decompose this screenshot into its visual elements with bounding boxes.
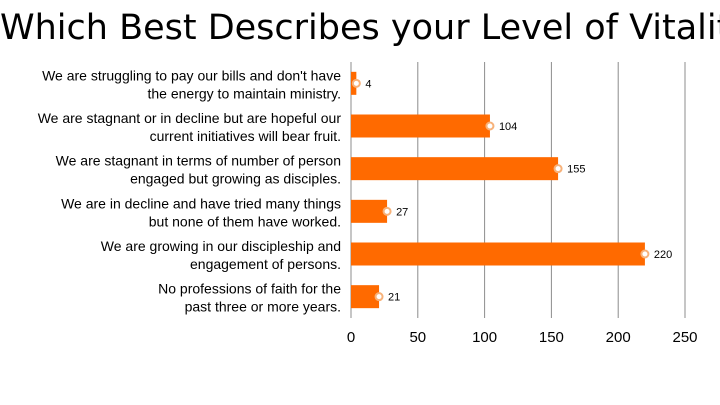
x-tick-label: 50 bbox=[409, 329, 426, 346]
category-label: We are stagnant or in decline but are ho… bbox=[38, 110, 342, 126]
data-label: 27 bbox=[396, 206, 408, 218]
x-tick-label: 0 bbox=[347, 329, 355, 346]
x-tick-label: 100 bbox=[472, 329, 497, 346]
category-label: We are in decline and have tried many th… bbox=[61, 195, 341, 211]
category-label: but none of them have worked. bbox=[149, 213, 341, 229]
bar bbox=[351, 285, 380, 309]
data-label: 21 bbox=[388, 292, 400, 304]
bar-end-marker bbox=[640, 249, 650, 259]
category-label: engagement of persons. bbox=[190, 256, 341, 272]
data-label: 4 bbox=[365, 78, 371, 90]
bar bbox=[351, 242, 645, 266]
bar bbox=[351, 199, 388, 223]
data-label: 155 bbox=[567, 164, 585, 176]
category-label: No professions of faith for the bbox=[158, 281, 341, 297]
category-label: engaged but growing as disciples. bbox=[130, 171, 341, 187]
bar bbox=[351, 157, 559, 181]
x-tick-label: 200 bbox=[606, 329, 631, 346]
bar bbox=[351, 114, 490, 138]
category-label: the energy to maintain ministry. bbox=[148, 85, 342, 101]
x-tick-label: 150 bbox=[539, 329, 564, 346]
category-label: current initiatives will bear fruit. bbox=[150, 128, 341, 144]
bar-end-marker bbox=[553, 164, 563, 174]
bar-end-marker bbox=[351, 78, 361, 88]
category-label: We are struggling to pay our bills and d… bbox=[42, 67, 341, 83]
category-label: We are stagnant in terms of number of pe… bbox=[56, 153, 341, 169]
x-tick-label: 250 bbox=[672, 329, 697, 346]
category-label: past three or more years. bbox=[185, 299, 341, 315]
chart-title: Which Best Describes your Level of Vital… bbox=[0, 8, 720, 48]
data-label: 104 bbox=[499, 121, 517, 133]
category-label: We are growing in our discipleship and bbox=[101, 238, 341, 254]
bar-end-marker bbox=[382, 206, 392, 216]
bar-end-marker bbox=[485, 121, 495, 131]
data-label: 220 bbox=[654, 249, 672, 261]
bar-end-marker bbox=[374, 292, 384, 302]
